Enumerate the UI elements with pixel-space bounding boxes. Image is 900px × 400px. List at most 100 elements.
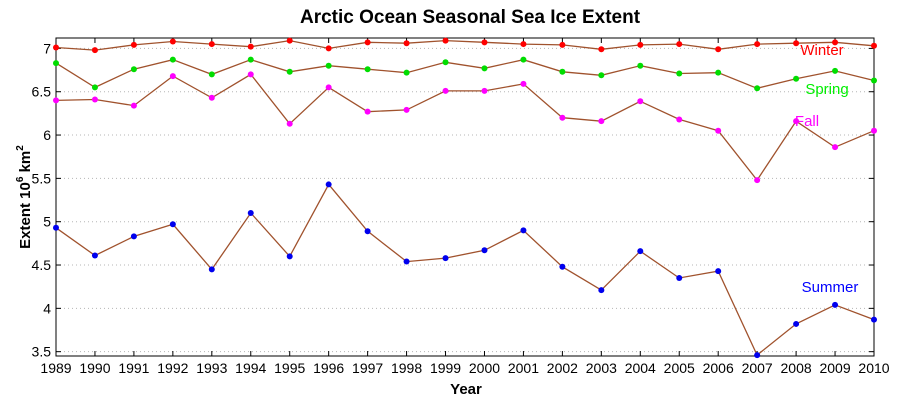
x-tick-label: 1999 <box>430 360 461 376</box>
x-tick-label: 2006 <box>703 360 734 376</box>
fall-point <box>286 120 293 127</box>
y-axis-title-exponent: 6 <box>15 176 26 182</box>
spring-point <box>442 59 449 66</box>
spring-point <box>754 85 761 92</box>
summer-point <box>754 352 761 359</box>
series-winter <box>53 37 877 54</box>
spring-point <box>130 66 137 73</box>
summer-point <box>559 263 566 270</box>
winter-point <box>676 41 683 48</box>
y-axis: 3.5 4 4.5 5 5.5 6 6.5 7 <box>32 40 874 360</box>
summer-point <box>364 228 371 235</box>
x-axis: 1989 1990 1991 1992 1993 1994 1995 1996 1997 1998… <box>40 38 890 376</box>
spring-point <box>364 66 371 73</box>
y-axis-title-unit: km <box>17 151 34 177</box>
winter-point <box>871 42 877 49</box>
y-tick-label: 6 <box>43 127 51 143</box>
y-tick-label: 3.5 <box>32 344 52 360</box>
grid-layer <box>56 47 874 353</box>
y-axis-title-unit-exponent: 2 <box>15 145 26 151</box>
y-tick-label: 4 <box>43 300 51 316</box>
x-tick-label: 2009 <box>819 360 850 376</box>
x-tick-label: 2008 <box>781 360 812 376</box>
x-tick-label: 2003 <box>586 360 617 376</box>
fall-point <box>871 127 877 134</box>
summer-point <box>53 224 59 231</box>
spring-point <box>208 71 215 78</box>
y-tick-label: 5.5 <box>32 170 52 186</box>
x-tick-label: 1997 <box>352 360 383 376</box>
summer-point <box>676 275 683 282</box>
summer-point <box>325 181 332 188</box>
winter-point <box>208 41 215 48</box>
fall-point <box>325 84 332 91</box>
series-spring <box>53 56 877 92</box>
x-tick-label: 1996 <box>313 360 344 376</box>
summer-point <box>169 221 176 228</box>
series-labels: Winter Spring Fall Summer <box>795 42 858 296</box>
fall-point <box>520 80 527 87</box>
summer-point <box>715 268 722 275</box>
spring-point <box>832 67 839 74</box>
summer-point <box>793 320 800 327</box>
x-tick-label: 2002 <box>547 360 578 376</box>
fall-point <box>442 87 449 94</box>
x-tick-label: 1998 <box>391 360 422 376</box>
winter-point <box>559 41 566 48</box>
winter-point <box>442 37 449 44</box>
spring-point <box>559 68 566 75</box>
fall-point <box>481 87 488 94</box>
summer-point <box>442 255 449 262</box>
y-tick-label: 6.5 <box>32 84 52 100</box>
fall-point <box>676 116 683 123</box>
fall-point <box>832 144 839 151</box>
series-summer <box>53 181 877 359</box>
spring-point <box>793 75 800 82</box>
y-axis-title-main: Extent 10 <box>17 182 34 249</box>
x-tick-label: 1993 <box>196 360 227 376</box>
winter-point <box>832 39 839 46</box>
summer-point <box>481 247 488 254</box>
fall-line <box>55 73 875 182</box>
summer-point <box>208 266 215 273</box>
legend-winter: Winter <box>800 42 843 59</box>
spring-point <box>169 56 176 63</box>
winter-point <box>286 37 293 44</box>
spring-point <box>637 62 644 69</box>
spring-point <box>325 62 332 69</box>
y-tick-label: 5 <box>43 214 51 230</box>
summer-point <box>130 233 137 240</box>
x-tick-label: 1991 <box>118 360 149 376</box>
summer-point <box>286 253 293 260</box>
summer-point <box>832 301 839 308</box>
x-axis-title: Year <box>450 381 482 398</box>
x-tick-label: 2007 <box>742 360 773 376</box>
y-axis-title: Extent 106 km2 <box>15 145 34 249</box>
fall-point <box>559 114 566 121</box>
winter-point <box>715 46 722 53</box>
fall-point <box>715 127 722 134</box>
spring-point <box>481 65 488 72</box>
fall-point <box>130 102 137 109</box>
x-tick-label: 1992 <box>157 360 188 376</box>
winter-point <box>793 40 800 47</box>
summer-point <box>520 227 527 234</box>
legend-spring: Spring <box>805 81 848 98</box>
summer-point <box>403 258 410 265</box>
spring-point <box>598 72 605 79</box>
winter-point <box>637 41 644 48</box>
y-tick-label: 7 <box>43 40 51 56</box>
fall-point <box>598 118 605 125</box>
fall-point <box>637 98 644 105</box>
fall-point <box>53 97 59 104</box>
chart-title: Arctic Ocean Seasonal Sea Ice Extent <box>300 7 641 28</box>
x-tick-label: 1990 <box>79 360 110 376</box>
winter-point <box>364 39 371 46</box>
fall-point <box>793 118 800 125</box>
fall-point <box>364 108 371 115</box>
x-tick-label: 1995 <box>274 360 305 376</box>
x-tick-label: 2004 <box>625 360 656 376</box>
fall-point <box>403 106 410 113</box>
